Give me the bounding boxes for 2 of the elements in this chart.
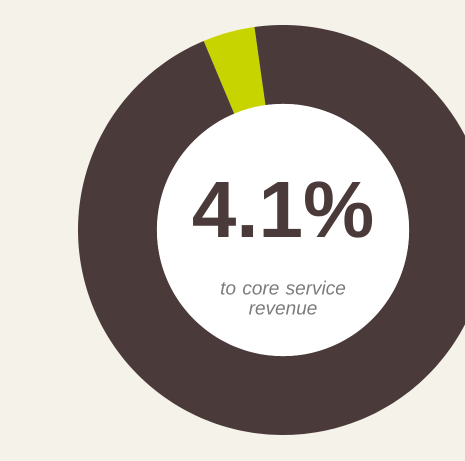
text: 4.1% — [193, 181, 372, 238]
text: to core service revenue — [221, 280, 346, 315]
